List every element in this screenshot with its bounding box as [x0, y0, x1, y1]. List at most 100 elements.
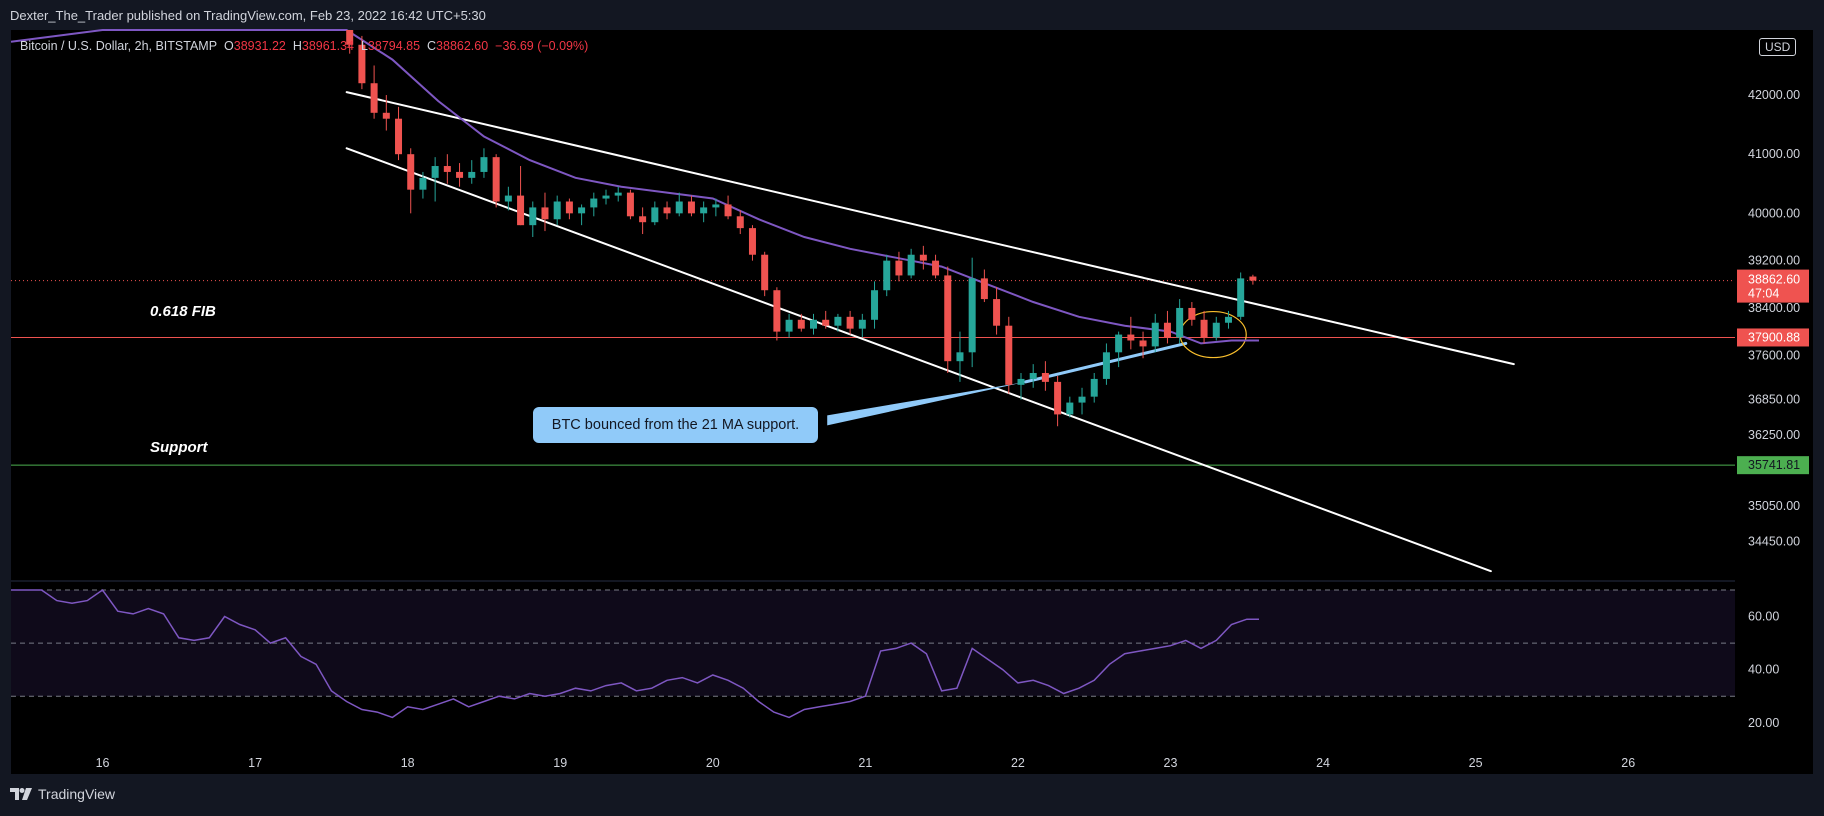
- candle-body: [1188, 307, 1196, 320]
- candle-body: [846, 316, 854, 329]
- candle-body: [1139, 340, 1147, 347]
- candle-body: [785, 319, 793, 332]
- candle-body: [1017, 378, 1025, 385]
- candle-body: [614, 192, 622, 196]
- candle-body: [1102, 352, 1110, 379]
- symbol-name: Bitcoin / U.S. Dollar, 2h, BITSTAMP: [20, 39, 218, 53]
- price-axis: 42000.00 41000.00 40000.00 39200.00 38400.00…: [1748, 88, 1800, 549]
- candle-body: [1200, 319, 1208, 338]
- candle-body: [1005, 325, 1013, 385]
- candle-body: [480, 157, 488, 172]
- candle-body: [736, 216, 744, 229]
- price-tick-label: 38400.00: [1748, 301, 1800, 315]
- time-tick-label: 17: [248, 756, 262, 770]
- candle-body: [1212, 322, 1220, 338]
- low-label: L: [360, 39, 368, 53]
- candle-body: [907, 254, 915, 276]
- candle-body: [1029, 373, 1037, 379]
- candle-body: [1090, 378, 1098, 397]
- candle-body: [565, 201, 573, 214]
- candle-body: [602, 195, 610, 199]
- candle-body: [822, 319, 830, 326]
- candle-body: [370, 83, 378, 113]
- candle-body: [1249, 276, 1257, 281]
- price-tick-label: 37600.00: [1748, 348, 1800, 362]
- candle-body: [407, 154, 415, 190]
- price-tick-label: 41000.00: [1748, 147, 1800, 161]
- candle-body: [761, 254, 769, 291]
- support-label: Support: [150, 439, 208, 456]
- rsi-band-fill: [11, 589, 1735, 697]
- price-tick-label: 34450.00: [1748, 535, 1800, 549]
- time-tick-label: 25: [1469, 756, 1483, 770]
- candle-body: [944, 275, 952, 362]
- fib-label: 0.618 FIB: [150, 303, 216, 320]
- support-price-badge: 35741.81: [1748, 458, 1800, 472]
- candle-body: [553, 201, 561, 220]
- time-tick-label: 20: [706, 756, 720, 770]
- candle-body: [1224, 316, 1232, 323]
- price-tick-label: 40000.00: [1748, 206, 1800, 220]
- rsi-axis: 60.00 40.00 20.00: [1748, 610, 1779, 730]
- candles-layer: [346, 30, 1257, 427]
- rsi-layer: [11, 588, 1259, 719]
- support-price-badge-bg: [1737, 456, 1809, 475]
- candle-body: [651, 207, 659, 223]
- time-tick-label: 21: [858, 756, 872, 770]
- time-tick-label: 16: [96, 756, 110, 770]
- change-value: −36.69 (−0.09%): [495, 39, 589, 53]
- high-value: 38961.34: [301, 39, 355, 53]
- high-label: H: [292, 39, 302, 53]
- candle-body: [1066, 402, 1074, 415]
- time-tick-label: 22: [1011, 756, 1025, 770]
- candle-body: [968, 278, 976, 353]
- price-tick-label: 42000.00: [1748, 88, 1800, 102]
- candle-body: [993, 299, 1001, 326]
- candle-body: [858, 319, 866, 329]
- footer-brand[interactable]: TradingView: [10, 786, 115, 802]
- candle-body: [1176, 307, 1184, 338]
- candle-body: [919, 254, 927, 261]
- candle-body: [382, 112, 390, 119]
- candle-body: [529, 207, 537, 226]
- channel-lower-line: [345, 147, 1492, 573]
- levels-layer: [11, 280, 1735, 466]
- candle-body: [358, 44, 366, 84]
- open-label: O: [224, 39, 234, 53]
- rsi-tick-label: 20.00: [1748, 716, 1779, 730]
- candle-body: [468, 171, 476, 178]
- candle-body: [663, 207, 671, 214]
- ma-21-line: [10, 29, 1259, 345]
- time-axis-background: [11, 744, 1813, 774]
- candle-body: [395, 118, 403, 155]
- time-tick-label: 19: [553, 756, 567, 770]
- candle-body: [773, 290, 781, 332]
- last-price-badge: 38862.60: [1748, 273, 1800, 287]
- candle-body: [956, 352, 964, 362]
- price-tick-label: 35050.00: [1748, 499, 1800, 513]
- publish-header: Dexter_The_Trader published on TradingVi…: [10, 8, 486, 23]
- rsi-pane-background: [11, 582, 1735, 744]
- candle-body: [834, 316, 842, 326]
- time-tick-label: 23: [1164, 756, 1178, 770]
- countdown-badge: 47:04: [1748, 287, 1779, 301]
- time-axis: 16 17 18 19 20 21 22 23 24 25 26: [96, 756, 1636, 770]
- candle-body: [724, 204, 732, 217]
- rsi-tick-label: 60.00: [1748, 610, 1779, 624]
- footer-brand-text: TradingView: [38, 786, 116, 802]
- low-value: 38794.85: [367, 39, 421, 53]
- symbol-legend[interactable]: Bitcoin / U.S. Dollar, 2h, BITSTAMP O389…: [20, 39, 588, 53]
- candle-body: [504, 195, 512, 202]
- candle-body: [517, 195, 525, 226]
- time-tick-label: 18: [401, 756, 415, 770]
- candle-body: [895, 260, 903, 276]
- currency-button[interactable]: USD: [1759, 38, 1797, 56]
- close-label: C: [427, 39, 437, 53]
- open-value: 38931.22: [233, 39, 286, 53]
- time-tick-label: 24: [1316, 756, 1330, 770]
- candle-body: [932, 260, 940, 276]
- candle-body: [626, 192, 634, 217]
- close-value: 38862.60: [436, 39, 489, 53]
